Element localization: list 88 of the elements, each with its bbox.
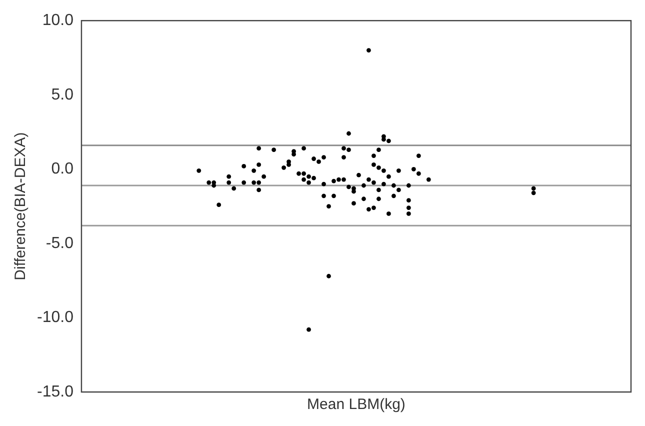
point [282, 165, 286, 170]
point [531, 186, 536, 191]
point [226, 174, 232, 179]
point [406, 212, 411, 216]
point [346, 148, 351, 152]
point [336, 177, 341, 182]
point [306, 180, 311, 185]
point [326, 204, 331, 208]
y-axis-title: Difference(BIA-DEXA) [12, 132, 30, 280]
point [322, 194, 326, 198]
point [286, 162, 291, 167]
point [302, 146, 306, 151]
point [362, 196, 366, 202]
point [342, 177, 346, 182]
point [416, 171, 421, 176]
point [226, 180, 232, 185]
point [316, 160, 321, 164]
point [302, 171, 306, 176]
point [426, 177, 431, 182]
point [411, 166, 416, 172]
point [256, 188, 262, 192]
point [196, 168, 202, 173]
point [322, 182, 326, 186]
y-tick-label: 10.0 [42, 12, 74, 30]
point [312, 156, 316, 161]
point [206, 180, 212, 185]
point [382, 168, 386, 173]
point [406, 183, 411, 188]
point [272, 148, 276, 152]
point [372, 162, 376, 167]
point [386, 138, 391, 144]
point [352, 201, 356, 206]
point [531, 190, 536, 196]
point [312, 176, 316, 180]
point [396, 168, 401, 173]
point [256, 146, 262, 151]
point [396, 188, 401, 192]
point [386, 212, 391, 216]
point [392, 194, 396, 198]
point [356, 172, 361, 178]
point [332, 178, 336, 184]
y-tick-label: -10.0 [37, 309, 74, 326]
point [342, 146, 346, 151]
point [406, 206, 411, 210]
y-tick-label: -15.0 [37, 383, 74, 400]
point [372, 154, 376, 158]
point [302, 177, 306, 182]
point [326, 274, 331, 278]
point [382, 137, 386, 142]
point [392, 183, 396, 188]
point [322, 155, 326, 160]
point [306, 327, 311, 332]
point [332, 194, 336, 198]
point [256, 180, 262, 185]
point [306, 174, 311, 179]
point [292, 152, 296, 157]
point [376, 188, 381, 192]
point [376, 196, 381, 202]
point [346, 131, 351, 136]
point [366, 177, 371, 182]
point [242, 180, 246, 185]
point [212, 180, 216, 185]
x-axis-title: Mean LBM(kg) [307, 396, 406, 414]
point [406, 198, 411, 203]
point [232, 186, 236, 191]
point [242, 164, 246, 168]
point [252, 180, 256, 185]
point [376, 148, 381, 152]
point [346, 184, 351, 190]
point [372, 180, 376, 185]
point [376, 165, 381, 170]
point [256, 162, 262, 167]
point [262, 174, 266, 179]
y-tick-label: 5.0 [51, 86, 74, 104]
point [352, 189, 356, 194]
point [296, 171, 301, 176]
point [216, 202, 222, 208]
point [372, 206, 376, 210]
point [416, 154, 421, 158]
point [342, 155, 346, 160]
point [252, 168, 256, 173]
point [386, 174, 391, 179]
point [362, 183, 366, 188]
point [382, 182, 386, 186]
y-tick-label: -5.0 [46, 234, 74, 252]
y-tick-label: 0.0 [51, 160, 74, 178]
point [366, 48, 371, 53]
point [366, 207, 371, 212]
